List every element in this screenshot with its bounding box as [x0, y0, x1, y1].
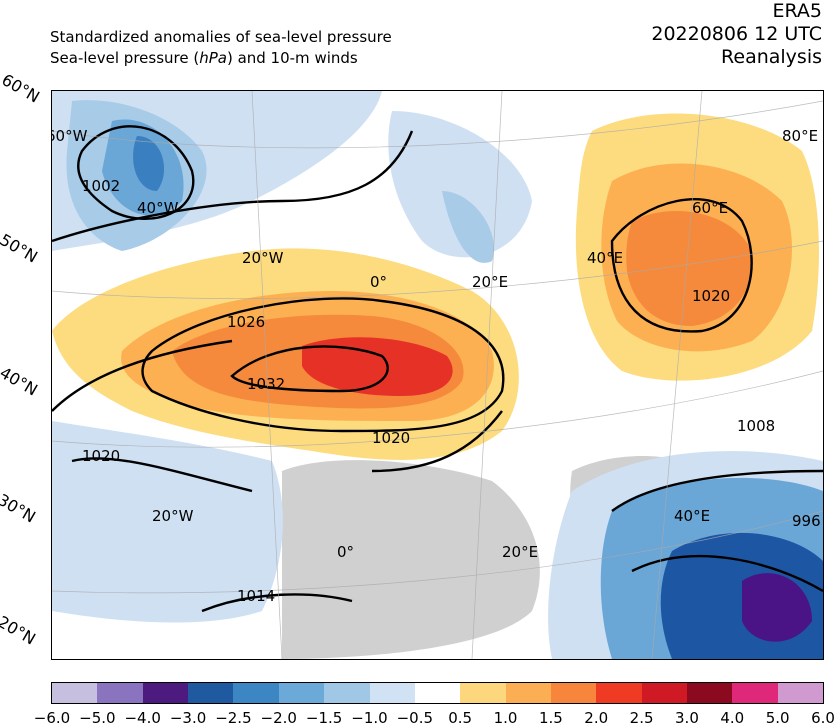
lat-label-50n: 50°N	[0, 230, 41, 267]
map-canvas: 60°W 40°W 20°W 0° 20°E 40°E 60°E 80°E 20…	[52, 91, 823, 659]
colorbar-cell	[97, 683, 143, 703]
colorbar	[51, 682, 824, 704]
title-line-1: Standardized anomalies of sea-level pres…	[50, 28, 392, 46]
isobar-label-1020-b: 1020	[82, 447, 120, 465]
colorbar-tick-label: −4.0	[124, 709, 161, 727]
lon-label-0-south: 0°	[337, 543, 354, 561]
lon-label-20w-south: 20°W	[152, 507, 194, 525]
colorbar-tick-label: 0.5	[448, 709, 473, 727]
colorbar-cell	[369, 683, 415, 703]
colorbar-cell	[52, 683, 98, 703]
dataset-block: ERA5 20220806 12 UTC Reanalysis	[651, 0, 822, 69]
anomaly-map[interactable]: 60°W 40°W 20°W 0° 20°E 40°E 60°E 80°E 20…	[51, 90, 824, 660]
lon-label-60w: 60°W	[52, 127, 88, 145]
lat-label-60n: 60°N	[0, 70, 43, 107]
lat-label-20n: 20°N	[0, 612, 39, 649]
colorbar-cell	[732, 683, 778, 703]
colorbar-cell	[596, 683, 642, 703]
isobar-label-996: 996	[792, 512, 821, 530]
dataset-label: ERA5	[772, 0, 822, 22]
colorbar-cell	[777, 683, 824, 703]
colorbar-tick-label: 1.0	[493, 709, 518, 727]
source-type-label: Reanalysis	[721, 46, 822, 68]
colorbar-cell	[460, 683, 506, 703]
colorbar-cell	[414, 683, 461, 703]
colorbar-cell	[233, 683, 279, 703]
datetime-label: 20220806 12 UTC	[651, 23, 822, 45]
colorbar-tick-label: −1.5	[305, 709, 343, 727]
colorbar-tick-label: −3.0	[169, 709, 207, 727]
lon-label-20e: 20°E	[472, 273, 508, 291]
title-line-2: Sea-level pressure (hPa) and 10-m winds	[50, 49, 358, 67]
colorbar-tick-label: 2.0	[584, 709, 609, 727]
colorbar-tick-label: −6.0	[33, 709, 71, 727]
colorbar-tick-label: 1.5	[538, 709, 563, 727]
lon-label-0: 0°	[370, 273, 387, 291]
isobar-label-1020-c: 1020	[692, 287, 730, 305]
colorbar-tick-label: 2.5	[629, 709, 654, 727]
colorbar-tick-label: 4.0	[720, 709, 745, 727]
colorbar-tick-label: 5.0	[765, 709, 790, 727]
colorbar-tick-label: −2.0	[260, 709, 297, 727]
colorbar-tick-label: −5.0	[79, 709, 116, 727]
isobar-label-1014: 1014	[237, 587, 275, 605]
lon-label-40e-south: 40°E	[674, 507, 710, 525]
colorbar-cell	[641, 683, 688, 703]
colorbar-tick-label: 6.0	[811, 709, 834, 727]
isobar-label-1026: 1026	[227, 313, 265, 331]
colorbar-cell	[188, 683, 234, 703]
lon-label-20e-south: 20°E	[502, 543, 538, 561]
isobar-label-1002: 1002	[82, 177, 120, 195]
colorbar-cell	[687, 683, 733, 703]
lon-label-60e: 60°E	[692, 199, 728, 217]
colorbar-cell	[505, 683, 551, 703]
lon-label-40w: 40°W	[137, 199, 179, 217]
lat-label-30n: 30°N	[0, 490, 39, 527]
isobar-label-1008: 1008	[737, 417, 775, 435]
lon-label-80e: 80°E	[782, 127, 818, 145]
colorbar-cell	[278, 683, 325, 703]
colorbar-tick-label: −1.0	[351, 709, 388, 727]
isobar-label-1020-a: 1020	[372, 429, 410, 447]
lat-label-40n: 40°N	[0, 363, 41, 400]
isobar-label-1032: 1032	[247, 375, 285, 393]
colorbar-cell	[142, 683, 189, 703]
colorbar-tick-label: 3.0	[675, 709, 699, 727]
colorbar-tick-label: −2.5	[215, 709, 252, 727]
lon-label-20w: 20°W	[242, 249, 284, 267]
colorbar-tick-label: −0.5	[396, 709, 434, 727]
lon-label-40e: 40°E	[587, 249, 623, 267]
colorbar-cell	[324, 683, 370, 703]
title-block: Standardized anomalies of sea-level pres…	[50, 27, 392, 69]
colorbar-cell	[550, 683, 597, 703]
